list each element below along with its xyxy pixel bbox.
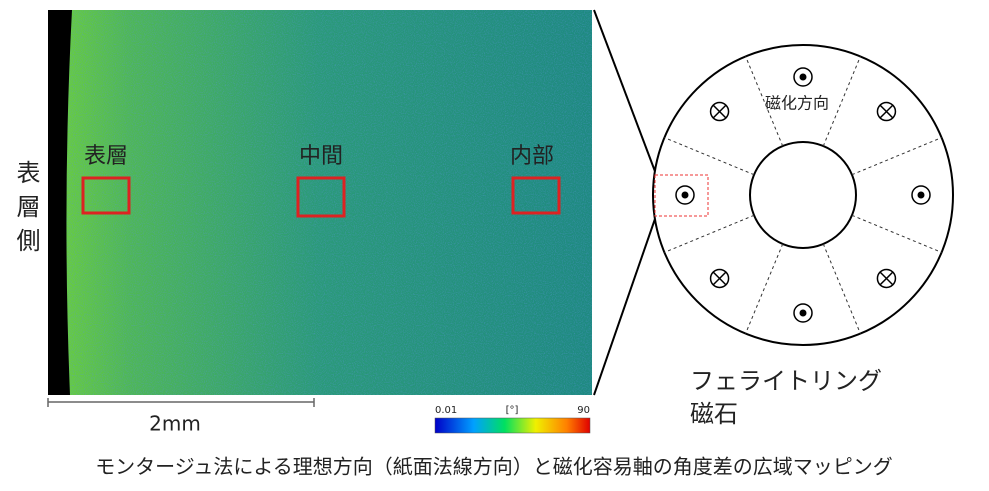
scale-label: 2mm [149, 412, 201, 436]
segment-divider [822, 243, 861, 334]
pole-dot [799, 73, 807, 81]
segment-divider [822, 56, 861, 147]
pole-dot [799, 309, 807, 317]
caption: モンタージュ法による理想方向（紙面法線方向）と磁化容易軸の角度差の広域マッピング [95, 455, 893, 479]
zoom-box [654, 174, 709, 217]
orientation-map [48, 10, 592, 395]
magnet-name: 磁石 [690, 400, 738, 428]
pole-dot [917, 191, 925, 199]
segment-divider [745, 243, 784, 334]
region-label: 中間 [299, 144, 343, 169]
magnet-name: フェライトリング [690, 367, 882, 395]
ring-magnet [652, 44, 954, 346]
colorbar [434, 417, 591, 434]
segment-divider [851, 214, 942, 253]
segment-divider [664, 137, 755, 176]
pole-cross [712, 104, 727, 119]
pole-cross [712, 271, 727, 286]
scale-bar [47, 398, 315, 407]
segment-divider [664, 214, 755, 253]
colorbar-max: 90 [577, 405, 590, 416]
segment-divider [745, 56, 784, 147]
pole-dot [681, 191, 689, 199]
connector [593, 9, 657, 396]
region-label: 表層 [84, 144, 128, 169]
colorbar-min: 0.01 [435, 405, 457, 416]
pole-cross [879, 104, 894, 119]
region-boxes [81, 176, 561, 218]
region-label: 内部 [510, 144, 554, 169]
colorbar-unit: [°] [506, 405, 519, 416]
segment-divider [851, 137, 942, 176]
direction-label: 磁化方向 [765, 94, 829, 113]
side-label: 表層側 [12, 160, 40, 262]
pole-cross [879, 271, 894, 286]
